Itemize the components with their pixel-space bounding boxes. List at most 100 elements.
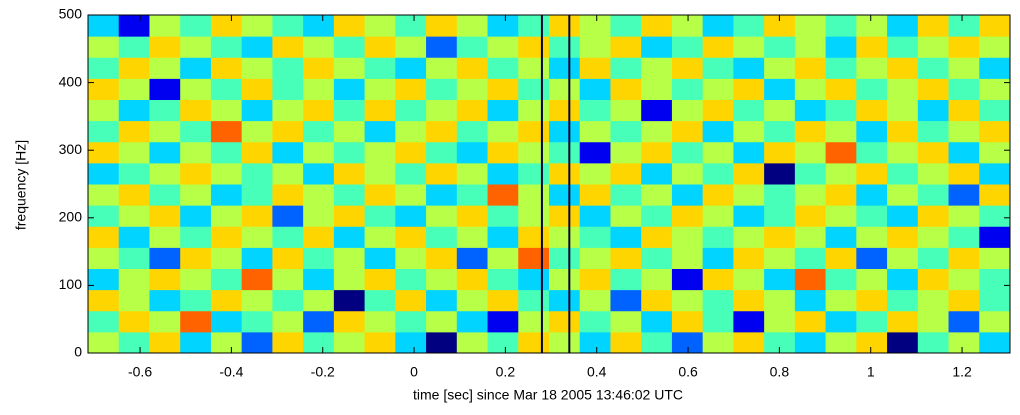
heatmap-cell [825, 99, 857, 122]
heatmap-cell [887, 78, 919, 100]
heatmap-cell [825, 247, 857, 269]
heatmap-cell [549, 226, 581, 248]
heatmap-cell [364, 289, 396, 312]
heatmap-cell [364, 78, 396, 100]
heatmap-cell [518, 120, 550, 143]
heatmap-cell [395, 310, 427, 333]
heatmap-cell [426, 120, 458, 143]
heatmap-cell [641, 78, 673, 100]
heatmap-cell [395, 57, 427, 79]
heatmap-cell [364, 36, 396, 58]
heatmap-cell [241, 141, 273, 164]
heatmap-cell [364, 205, 396, 227]
heatmap-cell [88, 120, 120, 143]
heatmap-cell [272, 289, 304, 312]
heatmap-cell [426, 268, 458, 291]
heatmap-cell [979, 205, 1011, 227]
heatmap-cell [671, 205, 704, 227]
heatmap-cell [794, 226, 827, 248]
heatmap-cell [948, 78, 980, 100]
heatmap-cell [733, 268, 765, 291]
heatmap-cell [764, 162, 796, 185]
heatmap-cell [456, 57, 489, 79]
heatmap-cell [856, 15, 888, 37]
heatmap-cell [825, 120, 857, 143]
heatmap-cell [549, 268, 581, 291]
heatmap-cell [149, 36, 181, 58]
heatmap-cell [948, 120, 980, 143]
heatmap-cell [303, 205, 335, 227]
heatmap-cell [917, 141, 950, 164]
heatmap-cell [702, 78, 734, 100]
heatmap-cell [887, 15, 919, 37]
x-tick-label: 0.2 [496, 364, 516, 380]
heatmap-cell [764, 120, 796, 143]
heatmap-cell [118, 247, 150, 269]
heatmap-cell [272, 99, 304, 122]
heatmap-cell [487, 57, 519, 79]
heatmap-cell [733, 36, 765, 58]
heatmap-cell [88, 247, 120, 269]
heatmap-cell [702, 99, 734, 122]
heatmap-cell [856, 36, 888, 58]
heatmap-cell [702, 268, 734, 291]
heatmap-cell [456, 184, 489, 206]
heatmap-cell [241, 162, 273, 185]
heatmap-cell [794, 120, 827, 143]
heatmap-cell [794, 184, 827, 206]
heatmap-cell [456, 141, 489, 164]
heatmap-cell [825, 205, 857, 227]
heatmap-cell [456, 15, 489, 37]
heatmap-cell [579, 57, 611, 79]
heatmap-cell [733, 99, 765, 122]
heatmap-cell [549, 289, 581, 312]
heatmap-cell [979, 162, 1011, 185]
heatmap-cell [272, 184, 304, 206]
heatmap-cell [456, 289, 489, 312]
heatmap-cell [272, 247, 304, 269]
heatmap-cell [426, 99, 458, 122]
heatmap-cell [180, 226, 212, 248]
heatmap-cell [88, 36, 120, 58]
heatmap-cell [979, 268, 1011, 291]
heatmap-cell [395, 184, 427, 206]
heatmap-cell [241, 331, 273, 354]
heatmap-cell [610, 226, 642, 248]
heatmap-cell [364, 99, 396, 122]
heatmap-cell [456, 205, 489, 227]
heatmap-cell [149, 141, 181, 164]
heatmap-cell [241, 268, 273, 291]
heatmap-cell [487, 78, 519, 100]
heatmap-cell [825, 57, 857, 79]
heatmap-cells [88, 15, 1011, 354]
heatmap-cell [241, 78, 273, 100]
heatmap-cell [856, 310, 888, 333]
x-tick-label: -0.6 [128, 364, 152, 380]
heatmap-cell [917, 162, 950, 185]
heatmap-cell [303, 289, 335, 312]
heatmap-cell [671, 78, 704, 100]
heatmap-cell [887, 162, 919, 185]
heatmap-cell [825, 310, 857, 333]
heatmap-cell [671, 289, 704, 312]
heatmap-cell [180, 184, 212, 206]
heatmap-cell [272, 310, 304, 333]
heatmap-cell [887, 36, 919, 58]
heatmap-cell [333, 162, 366, 185]
heatmap-cell [518, 99, 550, 122]
heatmap-cell [487, 99, 519, 122]
heatmap-cell [610, 289, 642, 312]
heatmap-cell [917, 99, 950, 122]
heatmap-cell [241, 205, 273, 227]
heatmap-cell [426, 57, 458, 79]
heatmap-cell [333, 268, 366, 291]
heatmap-cell [303, 310, 335, 333]
heatmap-cell [733, 78, 765, 100]
y-tick-label: 500 [59, 6, 83, 22]
heatmap-cell [395, 36, 427, 58]
heatmap-cell [210, 141, 243, 164]
heatmap-cell [702, 310, 734, 333]
heatmap-cell [856, 78, 888, 100]
heatmap-cell [487, 184, 519, 206]
heatmap-cell [518, 331, 550, 354]
